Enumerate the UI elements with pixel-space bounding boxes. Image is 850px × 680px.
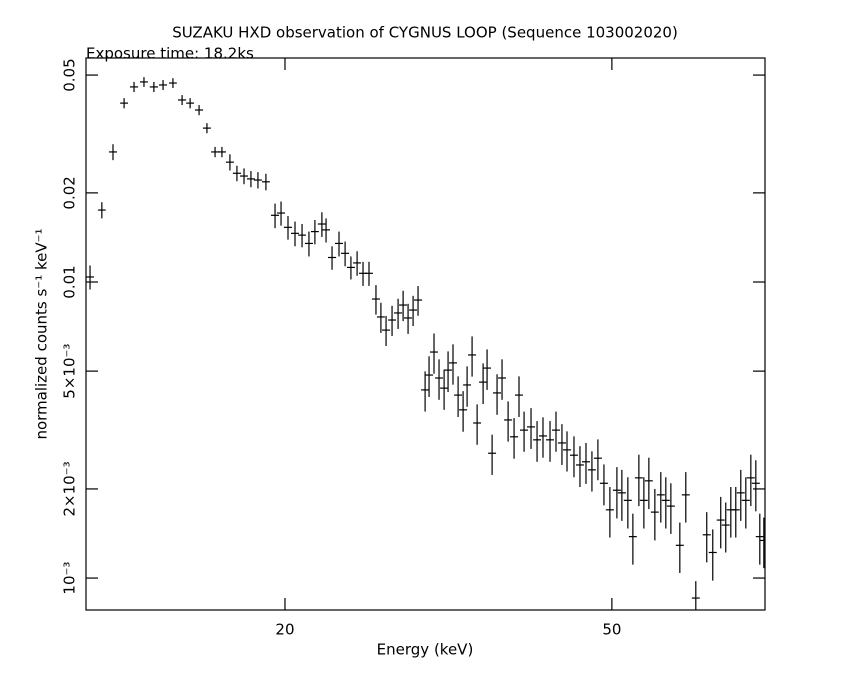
plot-frame xyxy=(85,57,766,611)
x-axis-label: Energy (keV) xyxy=(377,641,474,659)
chart-subtitle: Exposure time: 18.2ks xyxy=(86,45,254,63)
y-tick-label: 0.02 xyxy=(61,176,79,209)
y-tick-label: 5×10⁻³ xyxy=(61,344,79,399)
x-tick-label: 50 xyxy=(602,621,621,639)
y-tick-label: 0.01 xyxy=(61,265,79,298)
y-tick-label: 0.05 xyxy=(61,58,79,91)
x-tick-label: 20 xyxy=(275,621,294,639)
y-axis-label: normalized counts s⁻¹ keV⁻¹ xyxy=(33,228,51,439)
data-layer xyxy=(86,77,765,610)
chart-title: SUZAKU HXD observation of CYGNUS LOOP (S… xyxy=(172,24,678,42)
y-tick-label: 10⁻³ xyxy=(61,562,79,595)
y-tick-label: 2×10⁻³ xyxy=(61,461,79,516)
